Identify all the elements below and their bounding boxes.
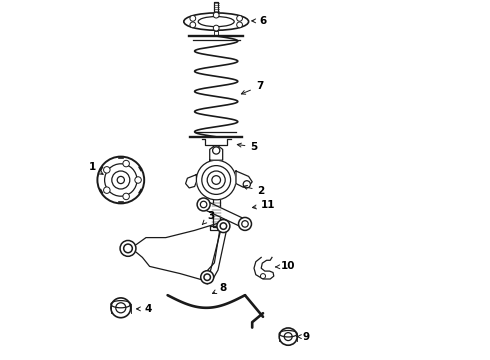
Circle shape [196, 160, 236, 200]
Circle shape [213, 12, 219, 18]
Ellipse shape [184, 13, 248, 30]
Circle shape [103, 167, 110, 173]
Circle shape [243, 181, 250, 188]
Text: 11: 11 [252, 200, 276, 210]
Text: 10: 10 [275, 261, 295, 271]
Circle shape [239, 217, 251, 230]
Circle shape [261, 274, 266, 279]
Circle shape [190, 15, 196, 21]
Text: 5: 5 [237, 142, 258, 152]
Text: 1: 1 [88, 162, 103, 174]
Circle shape [197, 198, 210, 211]
Circle shape [103, 187, 110, 193]
Text: 6: 6 [252, 16, 267, 26]
Polygon shape [254, 257, 274, 279]
Text: 2: 2 [244, 185, 265, 196]
Circle shape [213, 147, 220, 154]
Circle shape [135, 177, 141, 183]
Circle shape [237, 15, 243, 21]
Polygon shape [186, 175, 196, 188]
Circle shape [98, 157, 144, 203]
Text: 7: 7 [242, 81, 263, 94]
Circle shape [120, 240, 136, 256]
Ellipse shape [111, 298, 131, 318]
Circle shape [237, 22, 243, 28]
Text: 9: 9 [297, 332, 310, 342]
Text: 3: 3 [202, 211, 215, 225]
Polygon shape [236, 171, 252, 187]
Circle shape [123, 160, 129, 167]
Polygon shape [202, 201, 247, 228]
Circle shape [201, 271, 214, 284]
Polygon shape [207, 219, 227, 282]
Circle shape [213, 25, 219, 31]
Circle shape [190, 22, 196, 28]
Polygon shape [210, 146, 222, 160]
Ellipse shape [279, 328, 297, 345]
Circle shape [217, 220, 230, 233]
Text: 4: 4 [137, 304, 151, 314]
Text: 8: 8 [213, 283, 227, 293]
Circle shape [123, 193, 129, 200]
Polygon shape [136, 220, 223, 284]
